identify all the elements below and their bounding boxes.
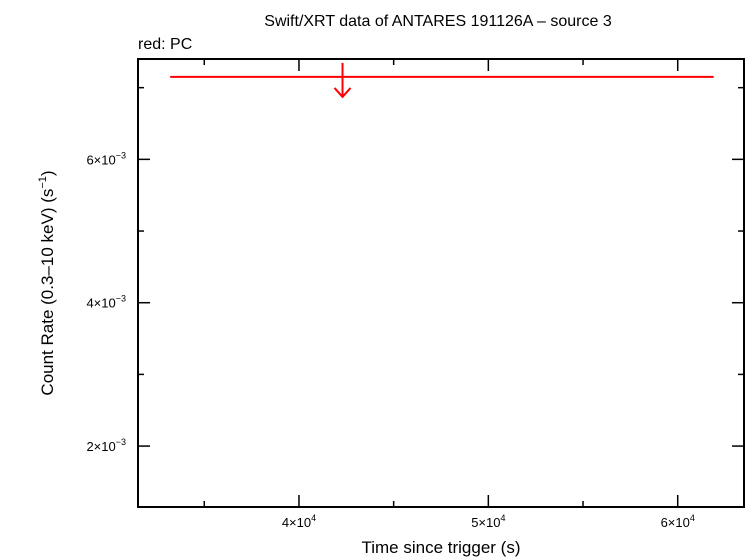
y-tick-mantissa: 4×10 xyxy=(86,296,115,311)
y-tick-label: 2×10−3 xyxy=(86,437,126,454)
x-tick-mantissa: 5×10 xyxy=(471,515,500,530)
axis-ticks xyxy=(138,59,744,507)
y-tick-label: 4×10−3 xyxy=(86,294,126,311)
y-axis-label-end: ) xyxy=(38,170,57,176)
chart-subtitle: red: PC xyxy=(138,36,192,53)
y-tick-label: 6×10−3 xyxy=(86,150,126,167)
x-tick-labels: 4×104 5×104 6×104 xyxy=(282,513,695,530)
upper-limit-arrow-head xyxy=(333,87,352,99)
x-tick-mantissa: 6×10 xyxy=(661,515,690,530)
x-tick-exponent: 4 xyxy=(500,513,505,523)
x-tick-label: 6×104 xyxy=(661,513,695,530)
x-tick-label: 4×104 xyxy=(282,513,316,530)
chart-title: Swift/XRT data of ANTARES 191126A – sour… xyxy=(264,13,612,30)
y-tick-mantissa: 2×10 xyxy=(86,439,115,454)
y-axis-label-sup: −1 xyxy=(37,176,49,189)
y-tick-exponent: −3 xyxy=(116,150,126,160)
x-tick-label: 5×104 xyxy=(471,513,505,530)
y-tick-mantissa: 6×10 xyxy=(86,152,115,167)
y-tick-exponent: −3 xyxy=(116,437,126,447)
plot-frame xyxy=(137,58,745,508)
x-tick-exponent: 4 xyxy=(690,513,695,523)
y-tick-labels: 2×10−34×10−36×10−3 xyxy=(86,150,126,454)
x-tick-exponent: 4 xyxy=(311,513,316,523)
y-tick-exponent: −3 xyxy=(116,294,126,304)
y-axis-label-main: Count Rate (0.3–10 keV) (s xyxy=(38,189,57,396)
y-axis-label: Count Rate (0.3–10 keV) (s−1) xyxy=(37,170,57,395)
x-axis-label: Time since trigger (s) xyxy=(361,538,520,557)
x-tick-mantissa: 4×10 xyxy=(282,515,311,530)
series-pc xyxy=(170,62,714,99)
